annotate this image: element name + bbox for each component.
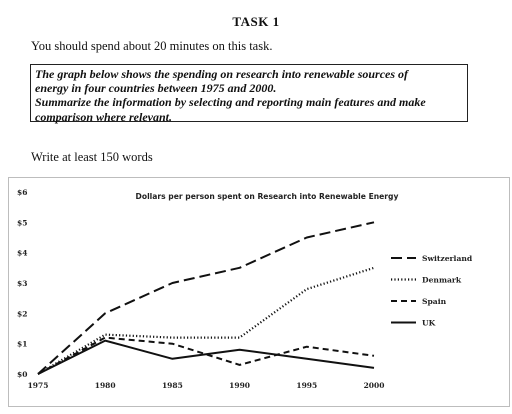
series-line-denmark — [37, 266, 375, 375]
series-line-spain — [37, 336, 375, 375]
series-line-switzerland — [37, 221, 375, 375]
prompt-line: Summarize the information by selecting a… — [35, 95, 426, 110]
instruction-text: You should spend about 20 minutes on thi… — [31, 39, 273, 53]
x-tick-label: 1990 — [229, 381, 250, 390]
legend-label-spain: Spain — [422, 297, 447, 306]
word-limit-text: Write at least 150 words — [31, 150, 153, 164]
legend-label-switzerland: Switzerland — [422, 254, 473, 263]
y-tick-label: $2 — [17, 309, 27, 318]
x-tick-label: 1980 — [95, 381, 116, 390]
y-tick-label: $5 — [17, 218, 27, 227]
chart-title: Dollars per person spent on Research int… — [136, 192, 399, 201]
y-tick-label: $6 — [17, 188, 27, 197]
legend-label-uk: UK — [422, 319, 436, 328]
prompt-line: energy in four countries between 1975 an… — [35, 81, 277, 96]
line-chart: Dollars per person spent on Research int… — [17, 188, 473, 390]
task-title: TASK 1 — [232, 14, 280, 29]
chart-frame: Dollars per person spent on Research int… — [8, 177, 510, 407]
x-tick-label: 1975 — [28, 381, 49, 390]
y-tick-label: $3 — [17, 279, 27, 288]
x-tick-label: 1985 — [162, 381, 183, 390]
prompt-box: The graph below shows the spending on re… — [30, 64, 468, 124]
x-tick-label: 1995 — [296, 381, 317, 390]
prompt-line: The graph below shows the spending on re… — [35, 67, 409, 81]
legend-label-denmark: Denmark — [422, 276, 462, 285]
y-tick-label: $4 — [17, 249, 27, 258]
series-line-uk — [37, 339, 375, 375]
y-tick-label: $0 — [17, 370, 27, 379]
y-tick-label: $1 — [17, 340, 27, 349]
prompt-line: comparison where relevant. — [35, 109, 172, 124]
x-tick-label: 2000 — [364, 381, 385, 390]
